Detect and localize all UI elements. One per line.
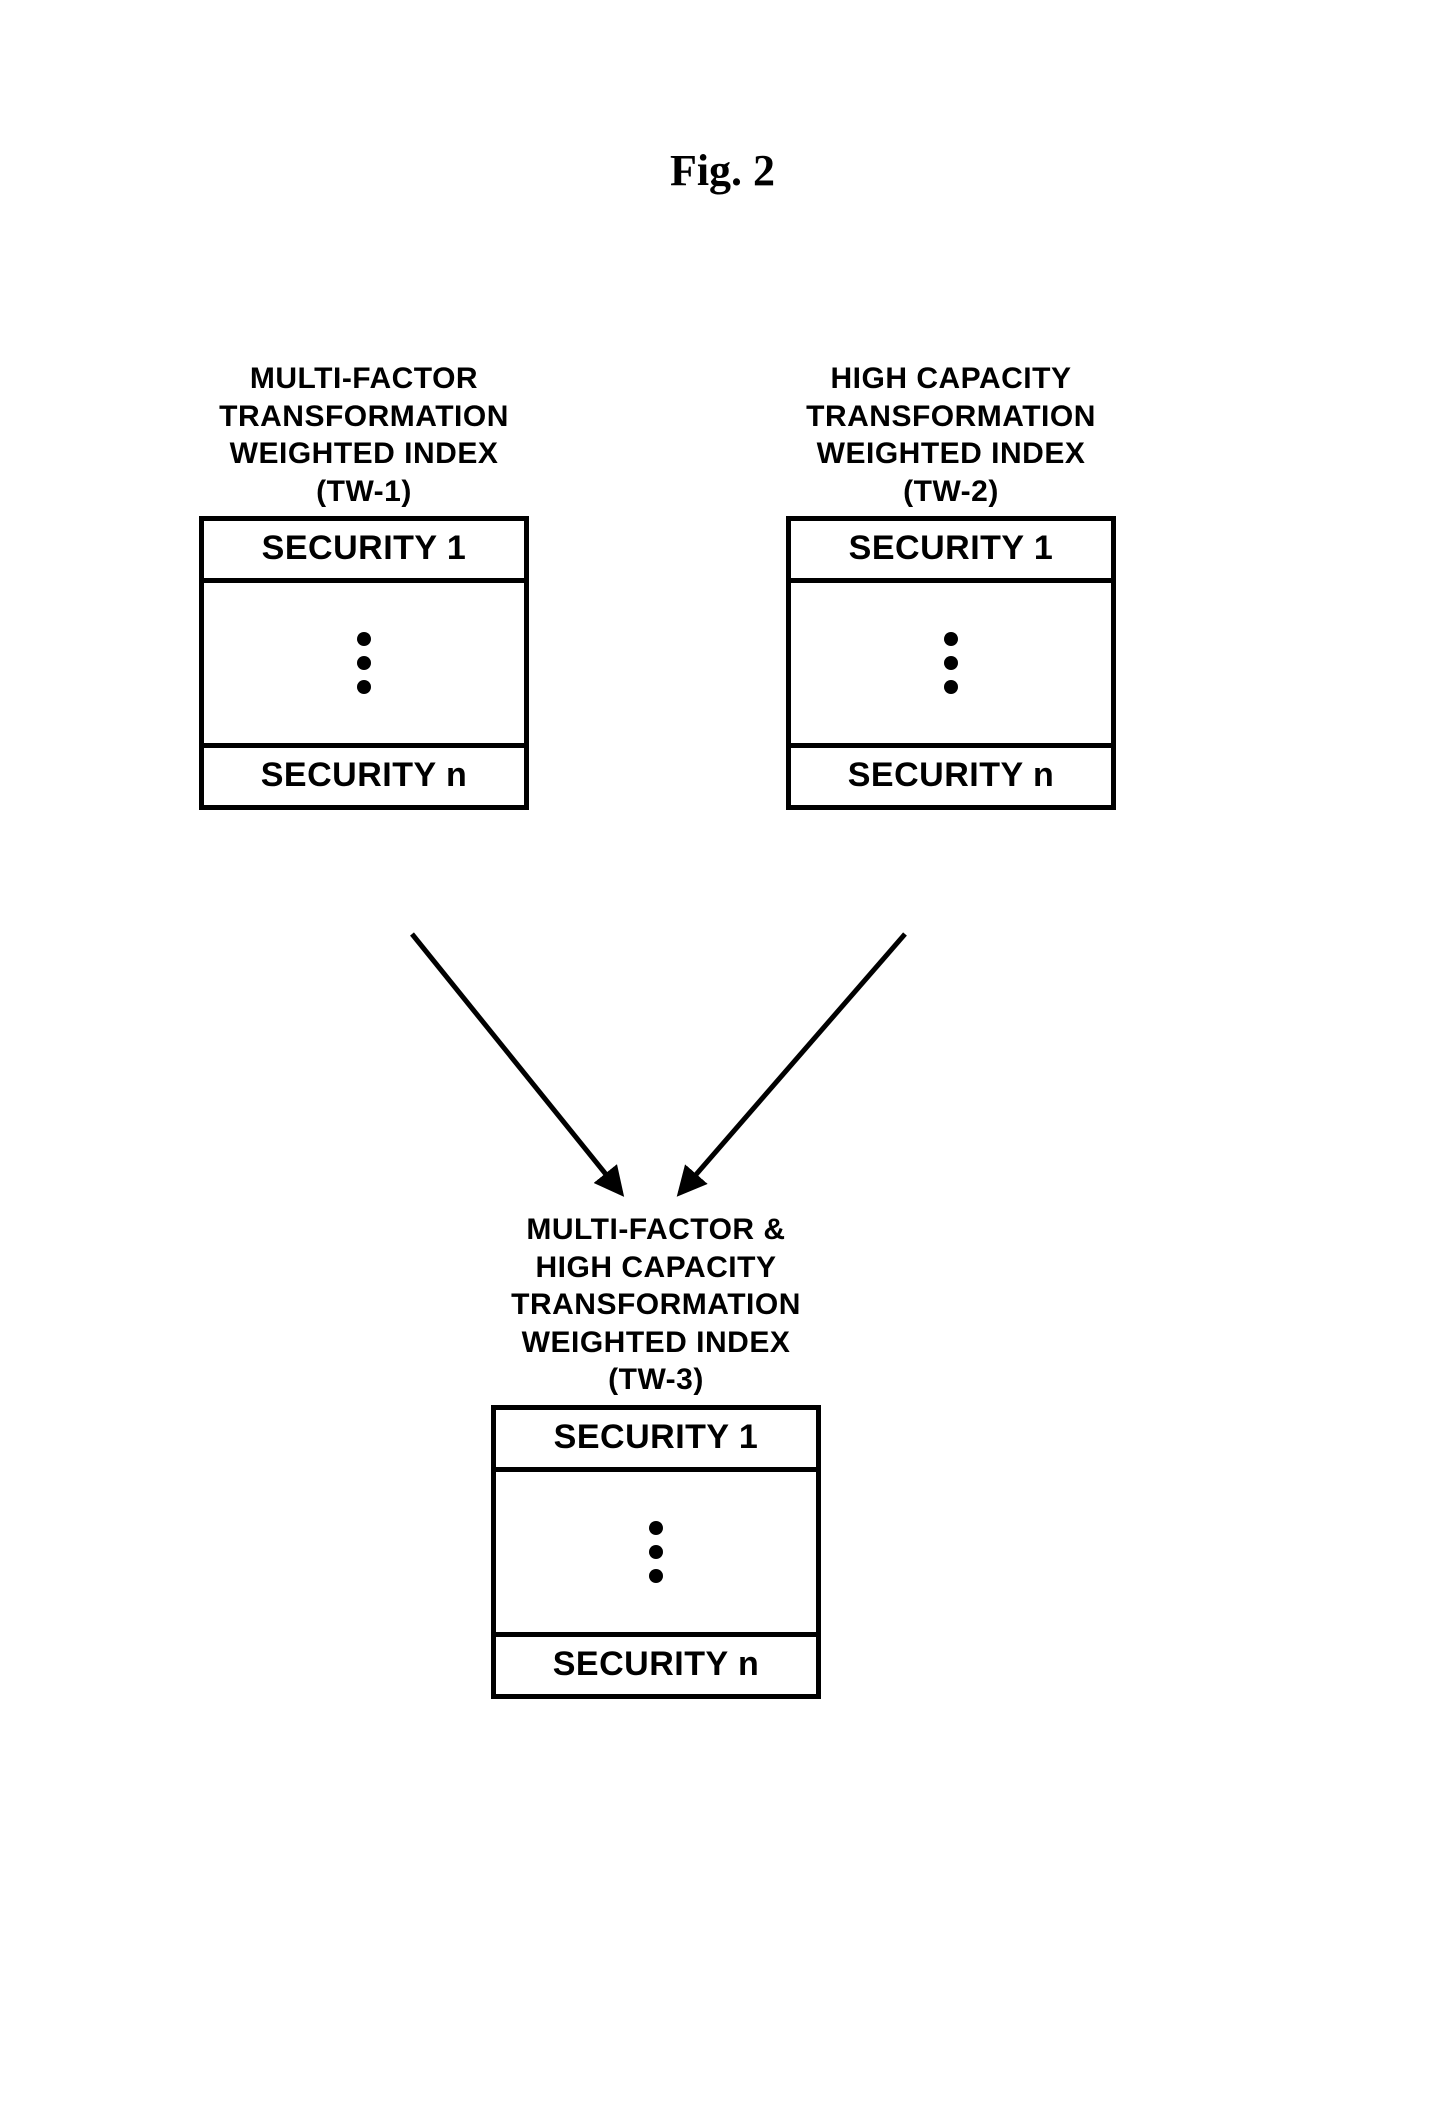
header-line: (TW-2) — [786, 473, 1116, 511]
security-row-top: SECURITY 1 — [791, 521, 1111, 578]
dot — [649, 1521, 663, 1535]
dot — [357, 656, 371, 670]
vertical-ellipsis-icon — [944, 632, 958, 694]
header-line: HIGH CAPACITY — [491, 1249, 821, 1287]
security-box-tw3: SECURITY 1 SECURITY n — [491, 1405, 821, 1699]
security-row-top: SECURITY 1 — [496, 1410, 816, 1467]
dot — [649, 1569, 663, 1583]
arrow-right — [680, 934, 905, 1193]
header-line: TRANSFORMATION — [786, 398, 1116, 436]
header-line: WEIGHTED INDEX — [491, 1324, 821, 1362]
security-box-tw1: SECURITY 1 SECURITY n — [199, 516, 529, 810]
dot — [944, 680, 958, 694]
figure-title: Fig. 2 — [670, 145, 775, 196]
block-tw2: HIGH CAPACITYTRANSFORMATIONWEIGHTED INDE… — [786, 360, 1116, 810]
header-line: TRANSFORMATION — [199, 398, 529, 436]
security-row-top: SECURITY 1 — [204, 521, 524, 578]
header-line: WEIGHTED INDEX — [199, 435, 529, 473]
header-line: (TW-3) — [491, 1361, 821, 1399]
block-tw1-header: MULTI-FACTORTRANSFORMATIONWEIGHTED INDEX… — [199, 360, 529, 510]
arrow-left — [412, 934, 621, 1193]
security-row-mid — [204, 578, 524, 748]
vertical-ellipsis-icon — [357, 632, 371, 694]
block-tw2-header: HIGH CAPACITYTRANSFORMATIONWEIGHTED INDE… — [786, 360, 1116, 510]
block-tw3-header: MULTI-FACTOR &HIGH CAPACITYTRANSFORMATIO… — [491, 1211, 821, 1399]
block-tw1: MULTI-FACTORTRANSFORMATIONWEIGHTED INDEX… — [199, 360, 529, 810]
dot — [357, 632, 371, 646]
dot — [944, 632, 958, 646]
security-row-bottom: SECURITY n — [791, 748, 1111, 805]
block-tw3: MULTI-FACTOR &HIGH CAPACITYTRANSFORMATIO… — [491, 1211, 821, 1699]
arrows-svg — [0, 0, 1445, 2121]
header-line: WEIGHTED INDEX — [786, 435, 1116, 473]
security-row-mid — [791, 578, 1111, 748]
dot — [649, 1545, 663, 1559]
security-row-bottom: SECURITY n — [204, 748, 524, 805]
dot — [944, 656, 958, 670]
security-row-mid — [496, 1467, 816, 1637]
header-line: (TW-1) — [199, 473, 529, 511]
header-line: MULTI-FACTOR & — [491, 1211, 821, 1249]
dot — [357, 680, 371, 694]
security-row-bottom: SECURITY n — [496, 1637, 816, 1694]
vertical-ellipsis-icon — [649, 1521, 663, 1583]
security-box-tw2: SECURITY 1 SECURITY n — [786, 516, 1116, 810]
header-line: TRANSFORMATION — [491, 1286, 821, 1324]
header-line: MULTI-FACTOR — [199, 360, 529, 398]
header-line: HIGH CAPACITY — [786, 360, 1116, 398]
